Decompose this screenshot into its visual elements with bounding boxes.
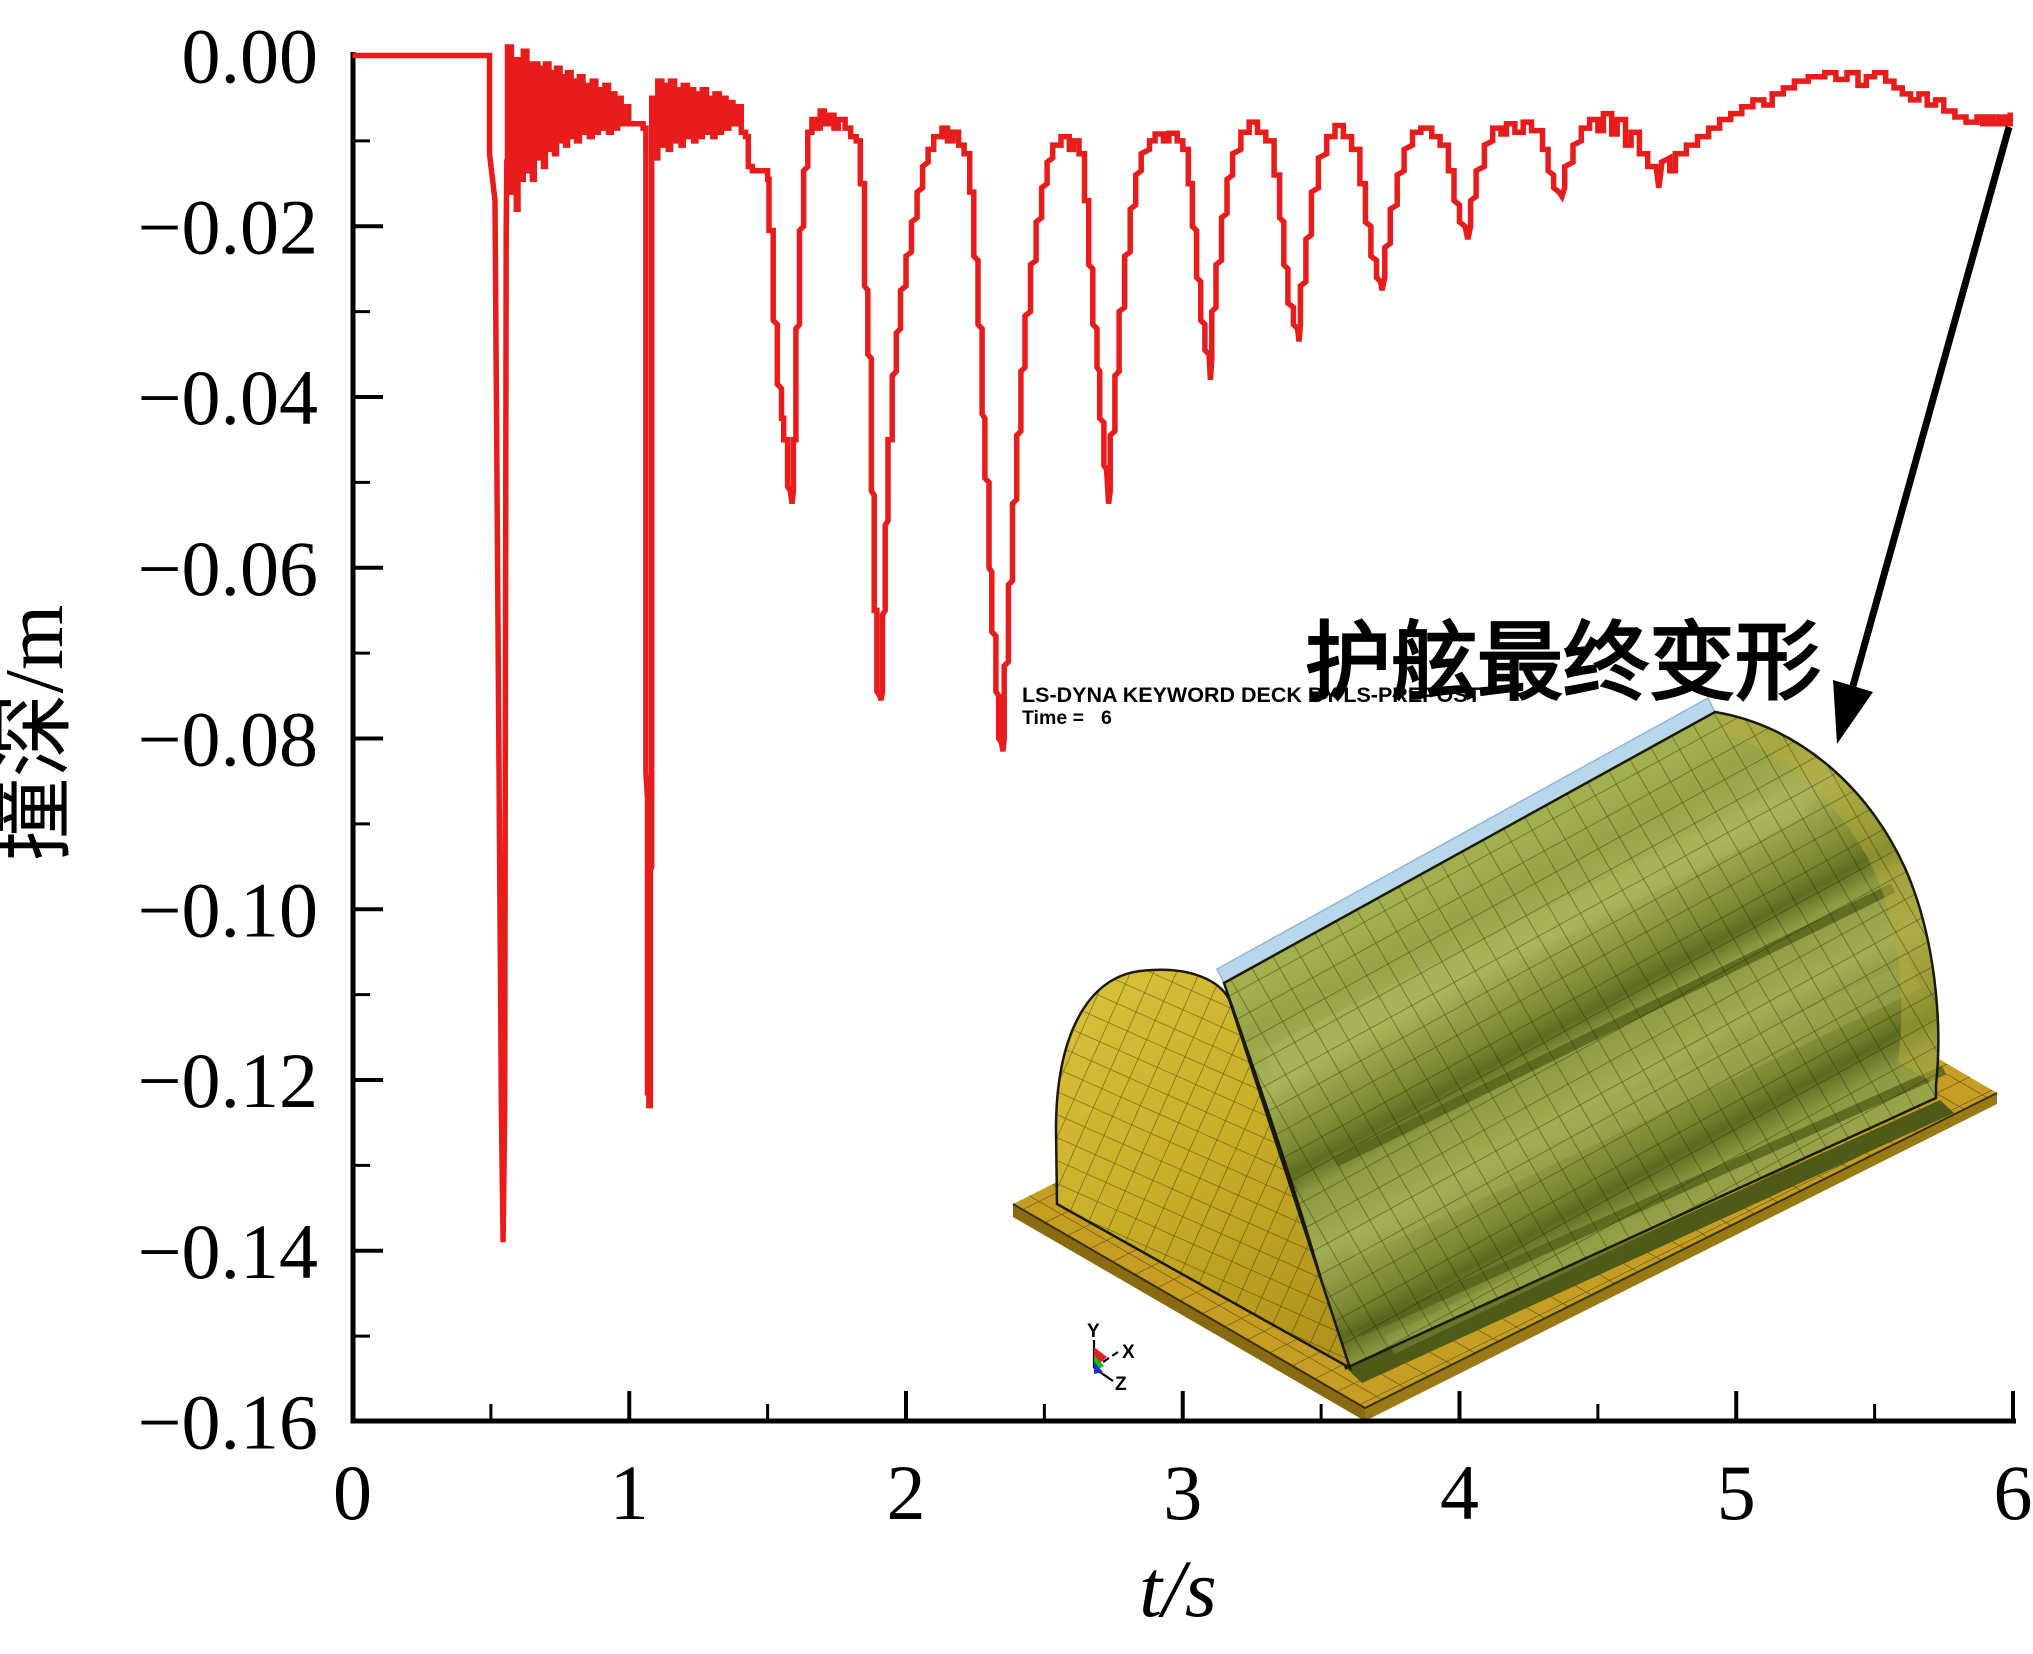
x-tick-label: 4 xyxy=(1440,1449,1479,1536)
annotation-label: 护舷最终变形 xyxy=(1305,613,1821,713)
x-tick-label: 1 xyxy=(610,1449,649,1536)
axis-tick-labels: 0.00 −0.02 −0.04 −0.06 −0.08 −0.10 −0.12 −0.14 −… xyxy=(138,13,2033,1537)
fem-model: LS-DYNA KEYWORD DECK BY LS-PREPOST Time … xyxy=(1012,683,1998,1421)
coordinate-triad xyxy=(1092,1340,1119,1382)
y-tick-label: 0.00 xyxy=(182,13,319,100)
annotation-arrow xyxy=(1833,126,2013,744)
fender-end-cap xyxy=(1054,968,1353,1371)
triad-blue-wedge xyxy=(1094,1362,1103,1374)
x-tick-label: 0 xyxy=(333,1449,372,1536)
x-axis-title: t/s xyxy=(1139,1543,1216,1634)
y-tick-label: −0.12 xyxy=(138,1037,319,1124)
x-tick-label: 2 xyxy=(887,1449,926,1536)
y-tick-label: −0.08 xyxy=(138,696,319,783)
triad-y-label: Y xyxy=(1087,1321,1100,1342)
inset-time-value: 6 xyxy=(1101,707,1112,729)
inset-time-label: Time = xyxy=(1022,707,1084,729)
y-tick-label: −0.14 xyxy=(138,1208,319,1295)
x-tick-label: 5 xyxy=(1717,1449,1756,1536)
x-tick-label: 6 xyxy=(1994,1449,2033,1536)
y-tick-label: −0.06 xyxy=(138,525,319,612)
x-tick-label: 3 xyxy=(1163,1449,1202,1536)
y-axis-title: 撞深/m xyxy=(0,605,81,862)
curve-impact-depth xyxy=(352,44,2013,1243)
y-tick-label: −0.04 xyxy=(138,354,319,441)
y-tick-label: −0.10 xyxy=(138,866,319,953)
y-tick-label: −0.16 xyxy=(138,1379,319,1466)
axis-ticks xyxy=(350,53,2015,1424)
y-tick-label: −0.02 xyxy=(138,183,319,270)
inset-header: LS-DYNA KEYWORD DECK BY LS-PREPOST xyxy=(1022,683,1481,707)
triad-z-label: Z xyxy=(1115,1374,1127,1395)
fender-body xyxy=(1222,710,1947,1370)
fender-shadow-band xyxy=(1346,1100,1954,1383)
triad-x-label: X xyxy=(1122,1342,1135,1363)
